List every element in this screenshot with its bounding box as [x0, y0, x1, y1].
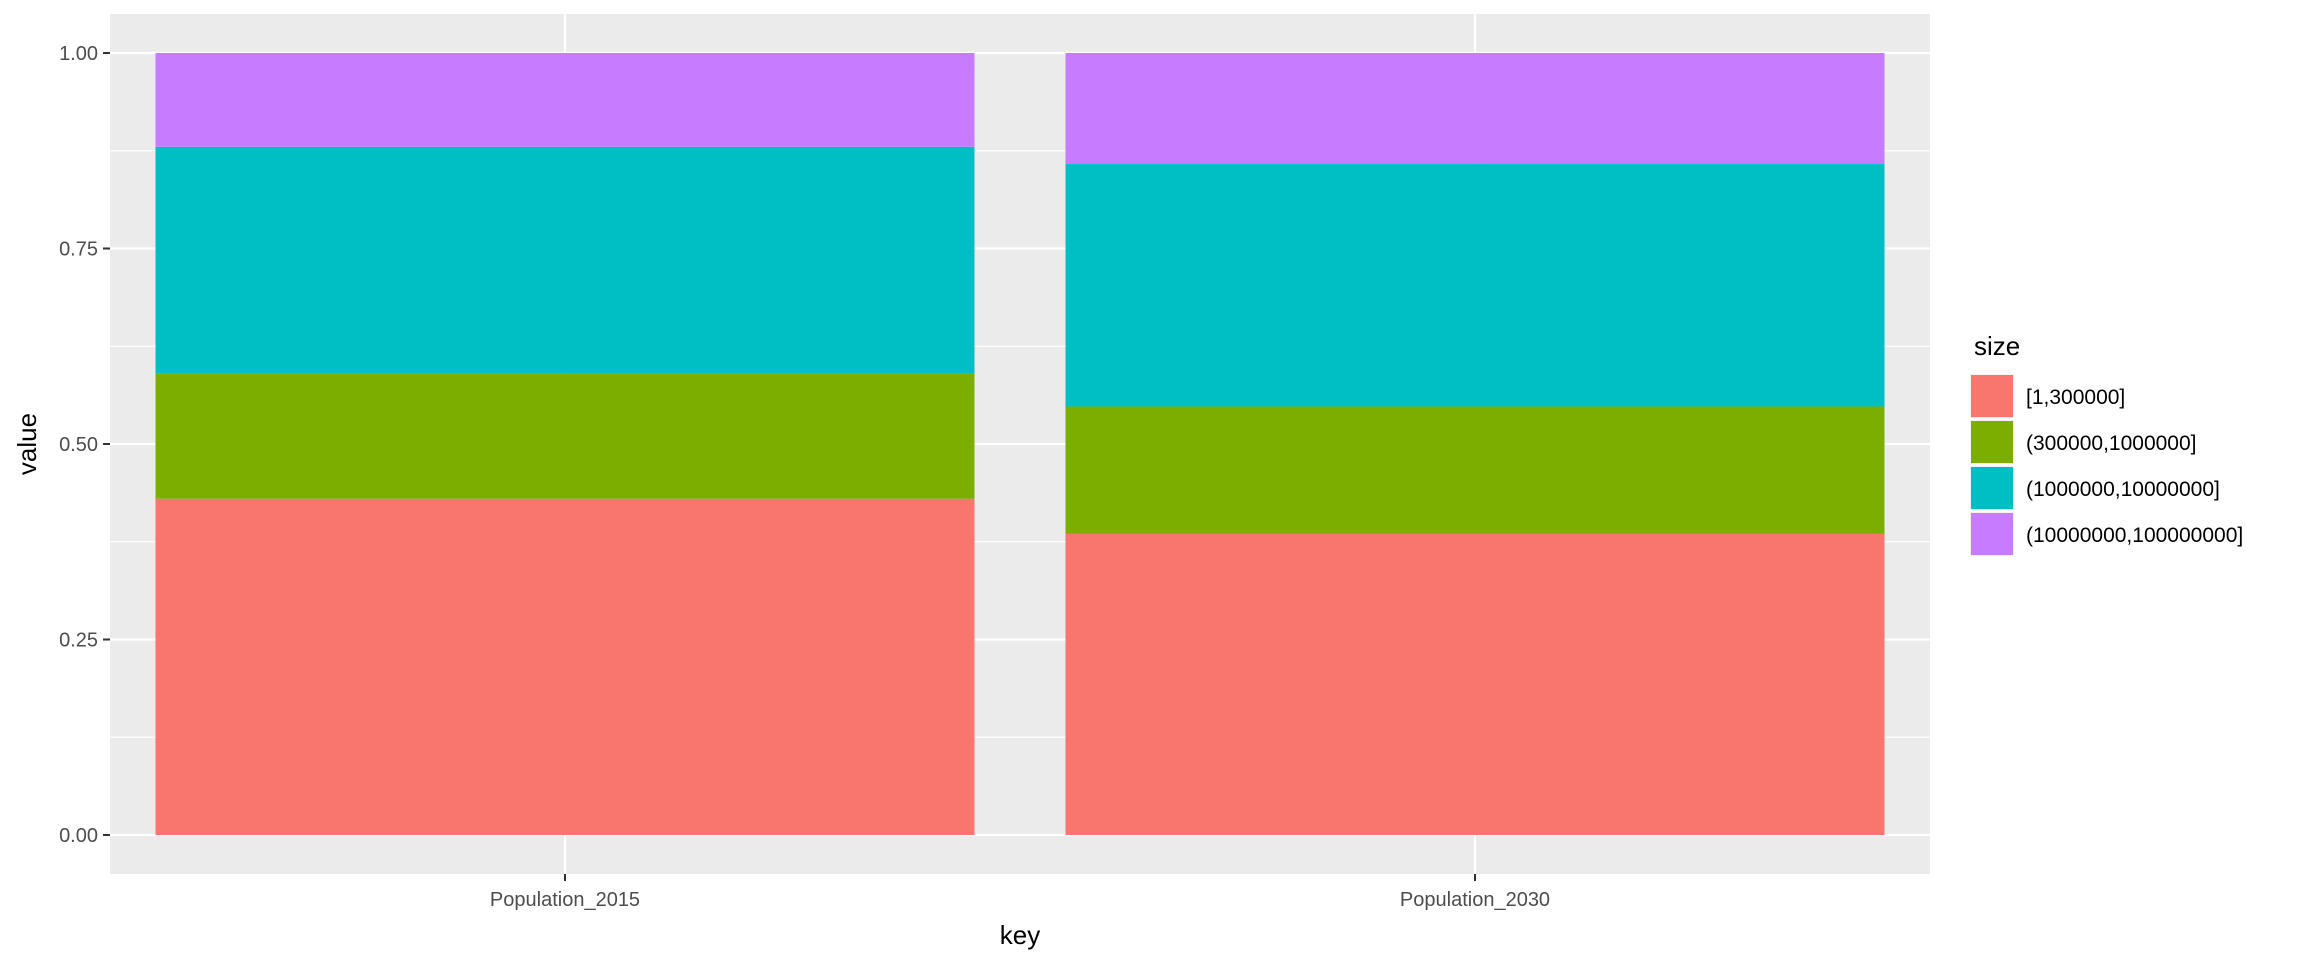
x-axis: Population_2015 Population_2030	[490, 874, 1550, 911]
bar-segment-1-2	[155, 373, 975, 499]
bar-segment-2-1	[1065, 533, 1885, 835]
y-tick-label: 0.75	[59, 239, 98, 261]
y-axis: 0.00 0.25 0.50 0.75 1.00	[59, 43, 110, 847]
bar-segment-2-2	[1065, 406, 1885, 534]
legend-label: (1000000,10000000]	[2026, 478, 2220, 501]
bar-segment-1-3	[155, 146, 975, 374]
legend-key-swatch	[1971, 375, 2013, 417]
bar-segment-1-4	[155, 53, 975, 147]
y-tick-label: 0.25	[59, 630, 98, 652]
legend-label: [1,300000]	[2026, 386, 2125, 409]
x-tick-label: Population_2015	[490, 889, 640, 911]
y-tick-label: 0.50	[59, 434, 98, 456]
y-axis-title: value	[12, 413, 42, 475]
x-axis-title: key	[1000, 920, 1040, 950]
legend-key-swatch	[1971, 421, 2013, 463]
bar-segment-1-1	[155, 498, 975, 835]
legend-key-swatch	[1971, 467, 2013, 509]
legend-key-swatch	[1971, 513, 2013, 555]
x-tick-label: Population_2030	[1400, 889, 1550, 911]
bars	[155, 53, 1885, 835]
y-tick-label: 1.00	[59, 43, 98, 65]
bar-segment-2-4	[1065, 53, 1885, 165]
legend-label: (10000000,100000000]	[2026, 524, 2243, 547]
legend-label: (300000,1000000]	[2026, 432, 2197, 455]
bar-segment-2-3	[1065, 164, 1885, 407]
legend-title: size	[1974, 331, 2020, 361]
legend: size [1,300000] (300000,1000000] (1000000,…	[1970, 331, 2243, 556]
y-tick-label: 0.00	[59, 825, 98, 847]
